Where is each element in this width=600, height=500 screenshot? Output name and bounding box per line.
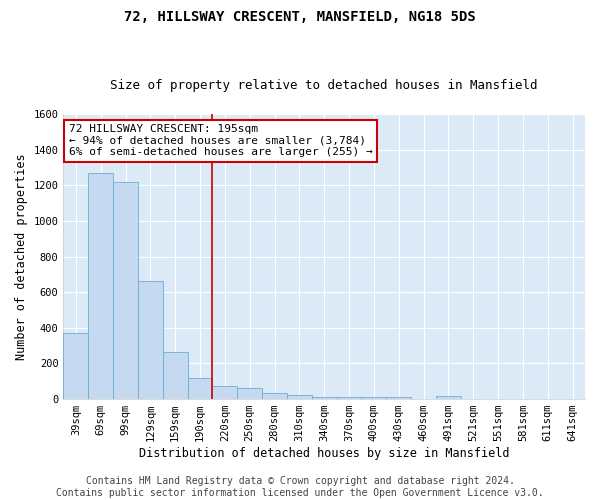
Bar	[312, 396, 337, 399]
Bar	[64, 333, 88, 399]
Text: 72 HILLSWAY CRESCENT: 195sqm
← 94% of detached houses are smaller (3,784)
6% of : 72 HILLSWAY CRESCENT: 195sqm ← 94% of de…	[68, 124, 373, 157]
Bar	[113, 182, 138, 399]
Text: Contains HM Land Registry data © Crown copyright and database right 2024.
Contai: Contains HM Land Registry data © Crown c…	[56, 476, 544, 498]
Bar	[212, 386, 237, 399]
Bar	[237, 388, 262, 399]
Title: Size of property relative to detached houses in Mansfield: Size of property relative to detached ho…	[110, 79, 538, 92]
Bar	[188, 378, 212, 399]
Y-axis label: Number of detached properties: Number of detached properties	[15, 153, 28, 360]
Bar	[262, 393, 287, 399]
Bar	[163, 352, 188, 399]
Text: 72, HILLSWAY CRESCENT, MANSFIELD, NG18 5DS: 72, HILLSWAY CRESCENT, MANSFIELD, NG18 5…	[124, 10, 476, 24]
Bar	[138, 282, 163, 399]
Bar	[386, 398, 411, 399]
Bar	[287, 395, 312, 399]
Bar	[88, 173, 113, 399]
Bar	[337, 397, 361, 399]
Bar	[361, 397, 386, 399]
Bar	[436, 396, 461, 399]
X-axis label: Distribution of detached houses by size in Mansfield: Distribution of detached houses by size …	[139, 447, 509, 460]
